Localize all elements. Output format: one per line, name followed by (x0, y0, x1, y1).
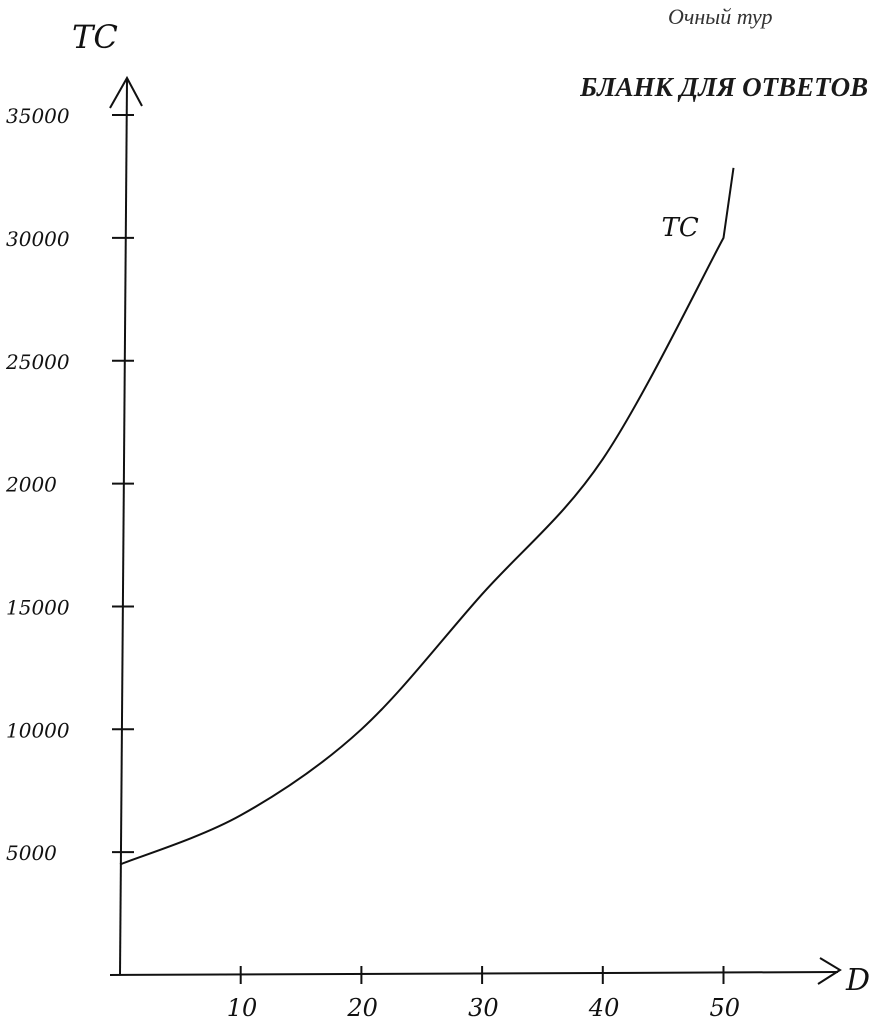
y-tick-label: 30000 (6, 227, 70, 251)
x-tick-label: 50 (710, 994, 741, 1022)
tick-group: 10 20 30 40 50 5000 10000 15000 2000 25000 30000 35… (5, 104, 740, 1022)
x-axis-arrow (817, 957, 842, 985)
answer-form-title: БЛАНК ДЛЯ ОТВЕТОВ (580, 72, 869, 102)
x-tick-label: 20 (346, 994, 378, 1022)
series-label-tc: TC (662, 213, 699, 243)
header-subtitle: Очный тур (668, 4, 773, 29)
x-tick-label: 10 (227, 994, 258, 1022)
y-tick-label: 10000 (6, 718, 70, 742)
x-axis-label: D (845, 963, 870, 998)
x-tick-label: 40 (588, 994, 620, 1022)
y-tick-label: 5000 (6, 841, 57, 865)
series-line-tc (119, 167, 735, 866)
x-axis (109, 971, 839, 976)
y-tick-label: 15000 (6, 595, 70, 619)
x-tick-label: 30 (468, 994, 499, 1022)
y-axis-arrow (109, 75, 143, 109)
y-tick-label: 35000 (6, 104, 70, 128)
y-axis-label: TC (72, 18, 118, 56)
y-tick-label: 25000 (5, 350, 70, 374)
y-axis (119, 79, 128, 976)
y-tick-label: 2000 (5, 473, 57, 497)
